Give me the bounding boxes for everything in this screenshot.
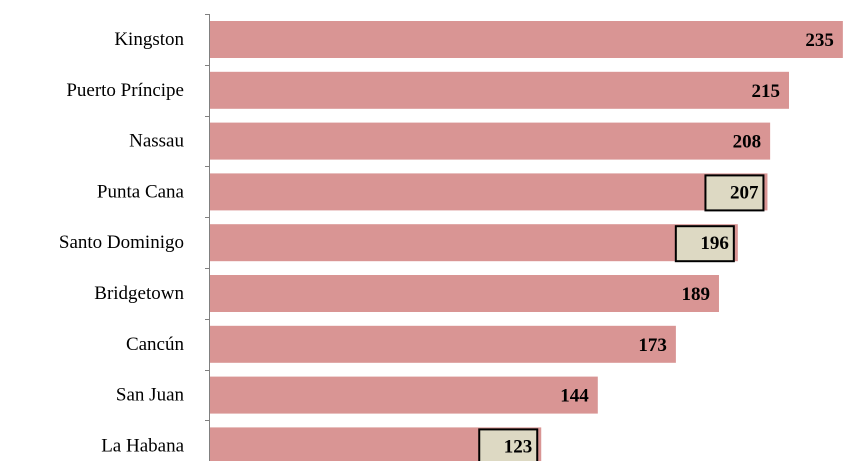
value-label: 196 [700,233,729,254]
category-label: Kingston [114,29,184,50]
category-labels: Kingston Puerto Príncipe Nassau Punta Cana S… [59,29,185,456]
category-label: Punta Cana [97,181,185,202]
value-label: 173 [638,335,667,356]
value-label: 144 [560,386,589,407]
value-labels: 235 215 208 207 196 189 173 144 123 [478,30,834,461]
value-label: 208 [733,132,762,153]
bar [210,173,768,211]
category-label: Cancún [126,334,185,355]
bar [210,376,598,414]
category-label: La Habana [101,435,184,456]
bars-layer [210,21,843,461]
axis-ticks [205,14,210,421]
value-label: 207 [730,182,759,203]
category-label: Santo Dominigo [59,232,184,253]
value-label: 215 [751,81,780,102]
bar [210,21,843,58]
bar [210,275,719,312]
category-label: San Juan [116,385,185,406]
category-label: Puerto Príncipe [66,80,184,101]
highlight-box [674,225,735,263]
category-label: Nassau [129,131,184,152]
bar [210,224,738,262]
category-label: Bridgetown [94,283,184,304]
bar [210,122,771,160]
value-label: 235 [805,30,834,51]
bar [210,71,789,109]
value-label: 189 [681,284,710,305]
value-label: 123 [504,436,533,457]
highlight-box [704,174,765,212]
highlight-box [478,428,539,461]
bar [210,325,676,363]
